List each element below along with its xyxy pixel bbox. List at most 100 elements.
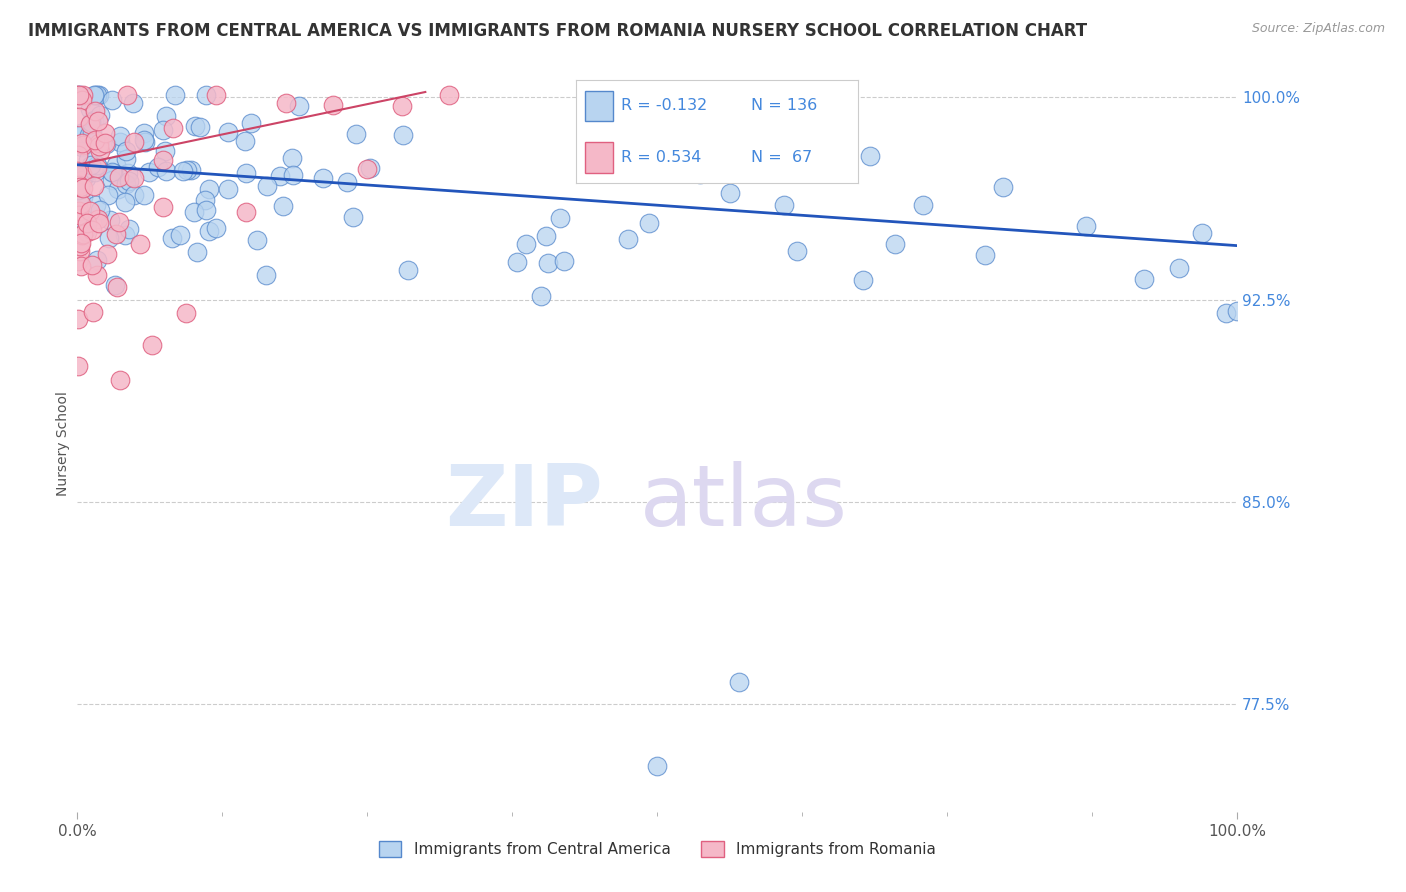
Point [288, 99, 311, 113]
Point [506, 255, 529, 269]
Point [93, 126, 115, 140]
Point [104, 158, 127, 172]
Text: N =  67: N = 67 [751, 150, 813, 165]
Point [107, 170, 129, 185]
Point [198, 225, 221, 239]
Point [134, 135, 156, 149]
Point [66, 87, 89, 102]
Point [391, 99, 413, 113]
Point [773, 198, 796, 212]
Point [82, 161, 104, 176]
Point [198, 182, 221, 196]
Point [94, 136, 117, 150]
Point [76, 216, 98, 230]
Point [174, 306, 197, 320]
Point [852, 273, 875, 287]
Point [281, 151, 304, 165]
Point [911, 197, 934, 211]
Point [66, 312, 89, 326]
Point [269, 169, 291, 183]
Point [1168, 260, 1191, 275]
Point [67, 110, 90, 124]
Point [186, 245, 208, 260]
Point [1215, 306, 1237, 320]
Point [115, 177, 138, 191]
Point [67, 359, 90, 373]
Point [69, 180, 91, 194]
Point [115, 152, 138, 166]
Point [553, 253, 575, 268]
Point [217, 182, 239, 196]
Legend: Immigrants from Central America, Immigrants from Romania: Immigrants from Central America, Immigra… [373, 835, 942, 863]
Point [183, 205, 205, 219]
Point [67, 253, 90, 268]
Point [859, 149, 882, 163]
Point [72, 190, 94, 204]
Point [342, 210, 364, 224]
Point [103, 166, 125, 180]
Point [335, 175, 357, 189]
Point [72, 227, 94, 241]
Point [155, 163, 177, 178]
Point [72, 138, 94, 153]
Y-axis label: Nursery School: Nursery School [56, 392, 70, 496]
Point [101, 165, 124, 179]
Point [89, 108, 111, 122]
Point [115, 145, 138, 159]
Point [67, 178, 90, 193]
Bar [585, 142, 613, 173]
Point [233, 134, 256, 148]
Point [274, 96, 298, 111]
Point [169, 228, 191, 243]
Point [77, 128, 100, 142]
Point [1191, 226, 1213, 240]
Point [105, 280, 128, 294]
Point [550, 211, 572, 225]
Point [101, 173, 124, 187]
Point [152, 153, 174, 168]
Point [79, 115, 101, 129]
Point [70, 126, 93, 140]
Point [359, 161, 381, 176]
Point [96, 247, 118, 261]
Point [437, 87, 460, 102]
Point [184, 119, 207, 133]
Point [70, 197, 93, 211]
Point [73, 126, 96, 140]
Point [72, 169, 94, 183]
Point [122, 136, 145, 150]
Point [84, 165, 107, 179]
Point [67, 165, 90, 179]
Point [172, 164, 194, 178]
Point [163, 87, 186, 102]
Point [84, 103, 107, 118]
Point [86, 87, 108, 102]
Point [77, 153, 100, 167]
Point [89, 202, 111, 217]
Point [1226, 304, 1249, 318]
Point [160, 231, 183, 245]
Point [245, 233, 267, 247]
Point [69, 259, 91, 273]
Point [104, 227, 127, 242]
Point [122, 187, 145, 202]
Point [84, 87, 107, 102]
Point [235, 166, 257, 180]
Point [108, 128, 131, 143]
Point [152, 200, 174, 214]
Point [69, 87, 91, 102]
Point [87, 212, 110, 227]
Point [884, 237, 907, 252]
Point [194, 203, 217, 218]
Point [83, 87, 105, 102]
Point [1133, 272, 1156, 286]
Point [100, 93, 122, 107]
Point [321, 98, 344, 112]
Point [239, 115, 262, 129]
Point [117, 166, 139, 180]
Point [86, 161, 108, 175]
Point [204, 220, 226, 235]
Point [973, 248, 995, 262]
Point [689, 167, 711, 181]
Point [108, 215, 131, 229]
